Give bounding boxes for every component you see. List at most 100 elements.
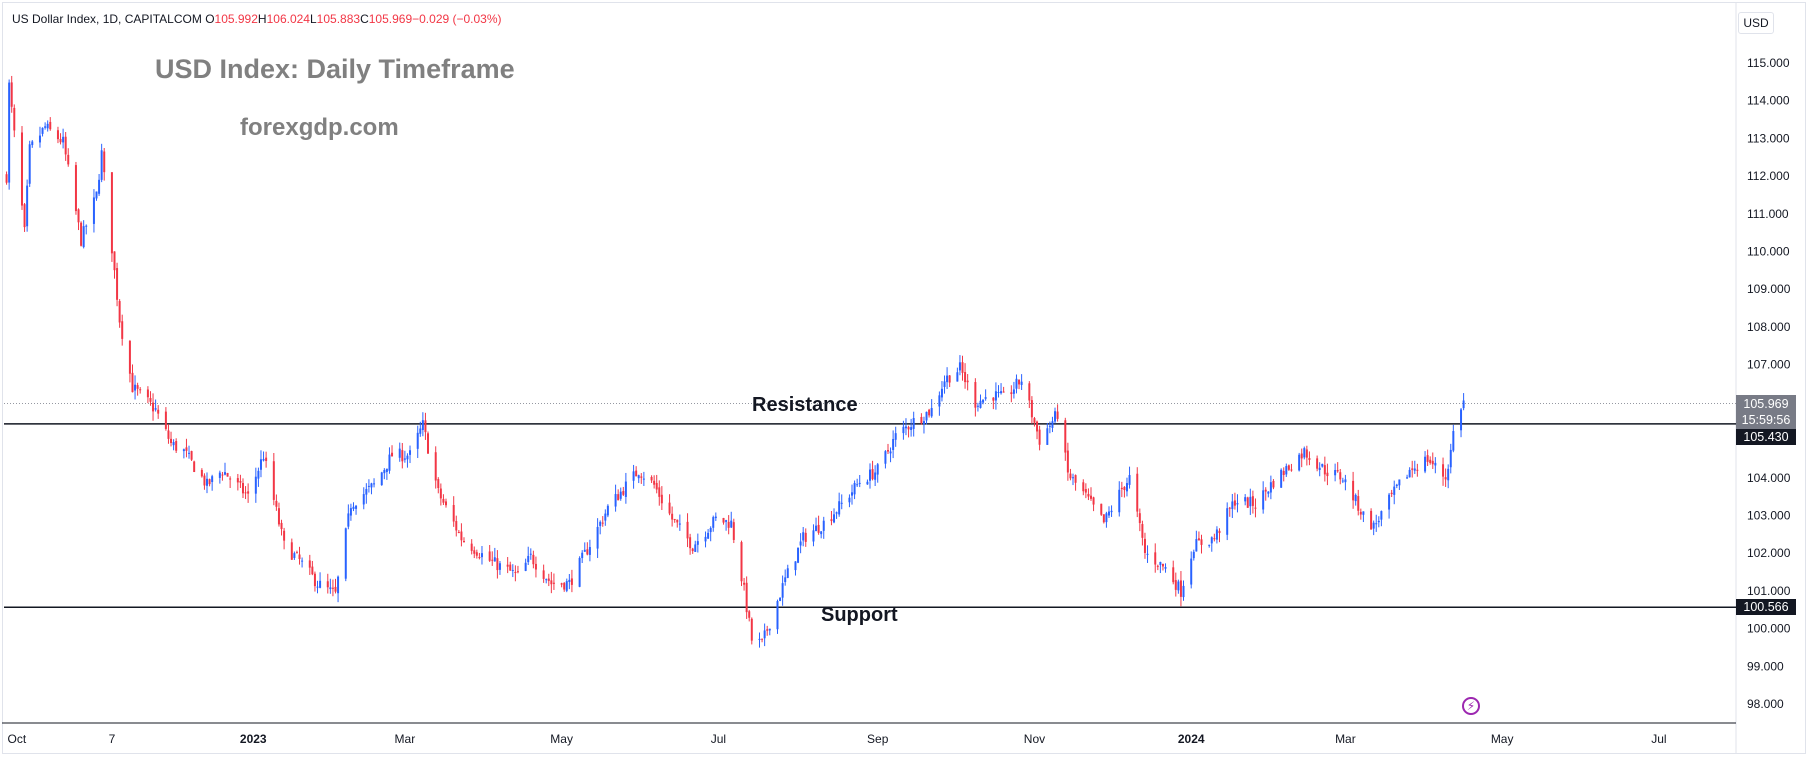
- candle: [563, 582, 566, 592]
- candle: [874, 465, 877, 487]
- candle: [1269, 475, 1272, 500]
- candle-body: [974, 382, 977, 408]
- candle: [437, 477, 440, 494]
- candle-body: [1326, 472, 1329, 477]
- candle: [193, 460, 196, 473]
- candle-body: [1231, 501, 1234, 510]
- candle: [869, 463, 871, 489]
- candle: [1110, 505, 1113, 517]
- candle: [1069, 468, 1072, 481]
- candle-body: [1390, 492, 1393, 495]
- candle-body: [709, 528, 712, 533]
- candle: [49, 117, 52, 131]
- lightning-alert-icon[interactable]: ⚡: [1462, 697, 1480, 715]
- candle: [730, 511, 733, 529]
- symbol-info: US Dollar Index, 1D, CAPITALCOM O105.992…: [12, 12, 502, 26]
- candle-body: [206, 478, 209, 486]
- candle: [856, 478, 859, 487]
- candle: [172, 439, 175, 451]
- candle: [1308, 451, 1311, 466]
- candle: [1174, 572, 1177, 597]
- candle: [334, 578, 337, 594]
- time-axis[interactable]: Oct 7 2023 Mar May Jul Sep Nov 2024 Mar May Jul: [8, 732, 1667, 746]
- candle-body: [1318, 467, 1321, 471]
- candle: [419, 421, 422, 437]
- candle-body: [1074, 475, 1077, 483]
- candle: [444, 498, 447, 508]
- candle: [1010, 385, 1013, 403]
- candle: [1444, 468, 1447, 487]
- candle: [799, 533, 802, 554]
- candle-body: [283, 530, 286, 541]
- candle-body: [157, 409, 160, 414]
- price-axis[interactable]: 98.000 99.000 100.000 101.000 102.000 103.000…: [1747, 56, 1791, 711]
- candle: [1282, 467, 1285, 482]
- candle-body: [236, 478, 239, 483]
- candle-body: [776, 601, 779, 630]
- candle: [1141, 520, 1144, 546]
- support-label: Support: [821, 604, 898, 626]
- candle: [206, 472, 209, 494]
- price-tick-label: 104.000: [1747, 471, 1791, 485]
- candle-body: [1308, 458, 1311, 460]
- candle-body: [653, 480, 656, 485]
- candle: [1074, 474, 1077, 491]
- candle: [992, 397, 995, 410]
- candle-body: [1362, 511, 1365, 515]
- candle: [588, 539, 591, 562]
- candle-body: [1128, 475, 1131, 485]
- candle: [1244, 494, 1247, 506]
- candle: [892, 430, 895, 459]
- candle: [509, 561, 512, 571]
- candle-body: [164, 411, 167, 429]
- candle: [116, 262, 119, 307]
- candle: [1107, 506, 1110, 518]
- candle-body: [154, 408, 157, 410]
- candle-body: [848, 497, 851, 503]
- candle-body: [748, 611, 751, 618]
- candle-body: [966, 380, 969, 383]
- candle: [676, 519, 679, 528]
- candle: [658, 480, 661, 506]
- candle: [1372, 520, 1375, 536]
- candle: [1012, 381, 1015, 399]
- candle: [373, 478, 376, 488]
- candle-body: [1357, 496, 1360, 511]
- candle: [1298, 452, 1301, 472]
- candle-body: [534, 563, 537, 570]
- candle-body: [1038, 429, 1041, 445]
- low-value: 105.883: [316, 12, 361, 26]
- candle-body: [134, 384, 137, 391]
- candle: [545, 578, 548, 584]
- candle-body: [391, 452, 394, 457]
- candle: [85, 224, 88, 235]
- candle: [1190, 551, 1193, 589]
- candle-body: [203, 475, 206, 486]
- candle-body: [1244, 497, 1247, 502]
- candle: [20, 126, 23, 210]
- candle: [13, 104, 16, 138]
- candle-body: [31, 141, 34, 146]
- candle-body: [1174, 580, 1177, 590]
- candle-body: [457, 531, 460, 533]
- candle: [23, 203, 26, 232]
- candle: [1251, 490, 1254, 514]
- candle-body: [1354, 494, 1357, 502]
- candle: [979, 394, 982, 409]
- candle-body: [1156, 565, 1159, 567]
- candle: [640, 473, 643, 484]
- candle: [247, 483, 250, 503]
- candle: [586, 542, 589, 556]
- candle: [694, 540, 697, 553]
- candle: [1156, 564, 1159, 571]
- candle: [1048, 421, 1051, 434]
- candle: [367, 479, 370, 493]
- candle: [1236, 494, 1239, 513]
- candle-body: [1393, 486, 1396, 495]
- candle-body: [1411, 468, 1414, 470]
- currency-button[interactable]: USD: [1738, 12, 1774, 34]
- open-value: 105.992: [214, 12, 258, 26]
- candle: [1416, 463, 1419, 477]
- candle: [1424, 451, 1427, 474]
